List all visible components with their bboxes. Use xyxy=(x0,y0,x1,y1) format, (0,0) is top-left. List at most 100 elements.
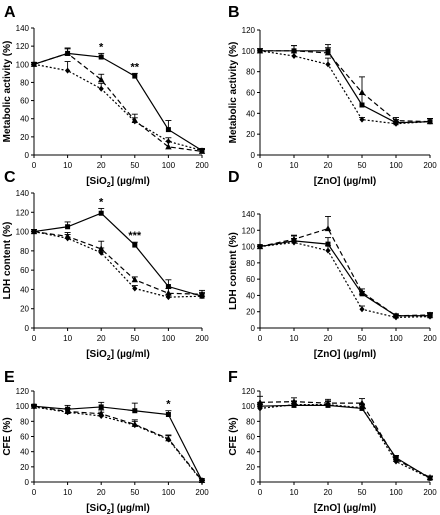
y-tick-label: 100 xyxy=(16,402,30,411)
data-point xyxy=(325,401,331,408)
x-tick-label: 200 xyxy=(195,488,209,497)
data-point xyxy=(393,120,399,127)
y-tick-label: 60 xyxy=(20,433,29,442)
series-line xyxy=(33,230,203,298)
data-point xyxy=(132,242,138,248)
panel-label: B xyxy=(228,4,240,21)
series-dash-triangle xyxy=(30,228,206,297)
series-line xyxy=(259,50,431,125)
data-point xyxy=(98,76,105,83)
panel-label: C xyxy=(4,169,16,186)
y-tick-label: 0 xyxy=(25,478,30,487)
y-tick-label: 20 xyxy=(246,463,255,472)
data-point xyxy=(359,306,365,313)
x-axis-title-part: [SiO xyxy=(86,176,107,187)
significance-marker: * xyxy=(166,399,171,411)
data-point xyxy=(359,116,365,123)
x-axis-title-part: [ZnO] (µg/ml) xyxy=(314,349,376,360)
data-point xyxy=(132,408,138,414)
x-tick-label: 200 xyxy=(195,334,209,343)
data-point xyxy=(165,436,171,443)
y-tick-label: 0 xyxy=(251,151,256,160)
x-tick-label: 10 xyxy=(290,334,299,343)
x-tick-label: 10 xyxy=(63,161,72,170)
series-dot-diamond xyxy=(257,47,433,127)
data-point xyxy=(257,405,263,412)
series-line xyxy=(260,50,431,123)
data-point xyxy=(98,413,104,420)
y-tick-label: 60 xyxy=(20,97,29,106)
y-tick-label: 20 xyxy=(20,463,29,472)
y-tick-label: 40 xyxy=(20,285,29,294)
data-point xyxy=(358,89,366,95)
data-point xyxy=(65,224,71,230)
y-axis-title: Metabolic activity (%) xyxy=(2,41,13,143)
x-tick-label: 50 xyxy=(130,161,139,170)
data-point xyxy=(325,61,331,68)
x-tick-label: 20 xyxy=(97,161,106,170)
y-tick-label: 60 xyxy=(246,89,255,98)
x-axis-title-part: ] (µg/ml) xyxy=(111,176,150,187)
x-axis-title: [ZnO] (µg/ml) xyxy=(314,176,376,187)
data-point xyxy=(291,401,297,408)
x-tick-label: 10 xyxy=(63,488,72,497)
x-tick-label: 50 xyxy=(130,334,139,343)
x-tick-label: 200 xyxy=(195,161,209,170)
data-point xyxy=(31,403,37,410)
data-point xyxy=(165,143,172,150)
x-tick-label: 100 xyxy=(162,334,176,343)
series-dot-diamond xyxy=(31,228,205,301)
data-point xyxy=(291,239,297,246)
x-tick-label: 10 xyxy=(290,161,299,170)
series-dash-triangle xyxy=(30,48,206,154)
data-point xyxy=(359,102,365,108)
panel-f: F 0 20 40 60 80 100 120 0 10 20 50 100 200 [ZnO] (µg/m… xyxy=(228,369,437,514)
series-solid-square xyxy=(257,44,433,126)
x-tick-label: 20 xyxy=(324,334,333,343)
y-tick-label: 140 xyxy=(242,210,256,219)
data-point xyxy=(427,475,433,482)
x-axis-title-part: ] (µg/ml) xyxy=(111,349,150,360)
data-point xyxy=(165,412,171,418)
data-point xyxy=(98,85,104,92)
x-axis-title-part: 2 xyxy=(107,182,111,189)
x-tick-label: 100 xyxy=(162,161,176,170)
series-line xyxy=(33,405,203,481)
y-axis-title: Metabolic activity (%) xyxy=(228,42,239,144)
x-tick-label: 200 xyxy=(423,161,437,170)
y-tick-label: 80 xyxy=(246,68,255,77)
data-point xyxy=(165,294,171,301)
data-point xyxy=(199,478,205,485)
series-dot-diamond xyxy=(31,403,205,485)
y-axis-title: LDH content (%) xyxy=(2,222,13,300)
panel-e: E 0 20 40 60 80 100 120 0 10 20 50 100 200 [SiO2] (µg/… xyxy=(2,369,209,515)
series-line xyxy=(33,230,203,295)
data-point xyxy=(291,53,297,60)
y-tick-label: 20 xyxy=(246,130,255,139)
data-point xyxy=(65,409,71,416)
significance-marker: *** xyxy=(128,230,142,242)
panel-label: A xyxy=(4,4,16,21)
data-point xyxy=(65,67,71,74)
series-line xyxy=(259,404,431,479)
data-point xyxy=(358,288,366,295)
y-tick-label: 60 xyxy=(246,433,255,442)
y-tick-label: 100 xyxy=(242,243,256,252)
data-point xyxy=(98,210,104,216)
x-axis-title-part: 2 xyxy=(107,509,111,515)
data-point xyxy=(31,61,37,68)
x-tick-label: 0 xyxy=(32,161,37,170)
y-tick-label: 40 xyxy=(20,448,29,457)
series-line xyxy=(259,240,430,317)
x-axis-title: [SiO2] (µg/ml) xyxy=(86,349,150,362)
data-point xyxy=(256,398,264,405)
y-tick-label: 20 xyxy=(20,133,29,142)
x-tick-label: 100 xyxy=(162,488,176,497)
data-point xyxy=(98,54,104,60)
series-line xyxy=(259,404,431,479)
y-tick-label: 0 xyxy=(25,151,30,160)
y-tick-label: 0 xyxy=(25,324,30,333)
y-tick-label: 100 xyxy=(16,228,30,237)
series-line xyxy=(33,52,203,151)
data-point xyxy=(132,422,138,429)
